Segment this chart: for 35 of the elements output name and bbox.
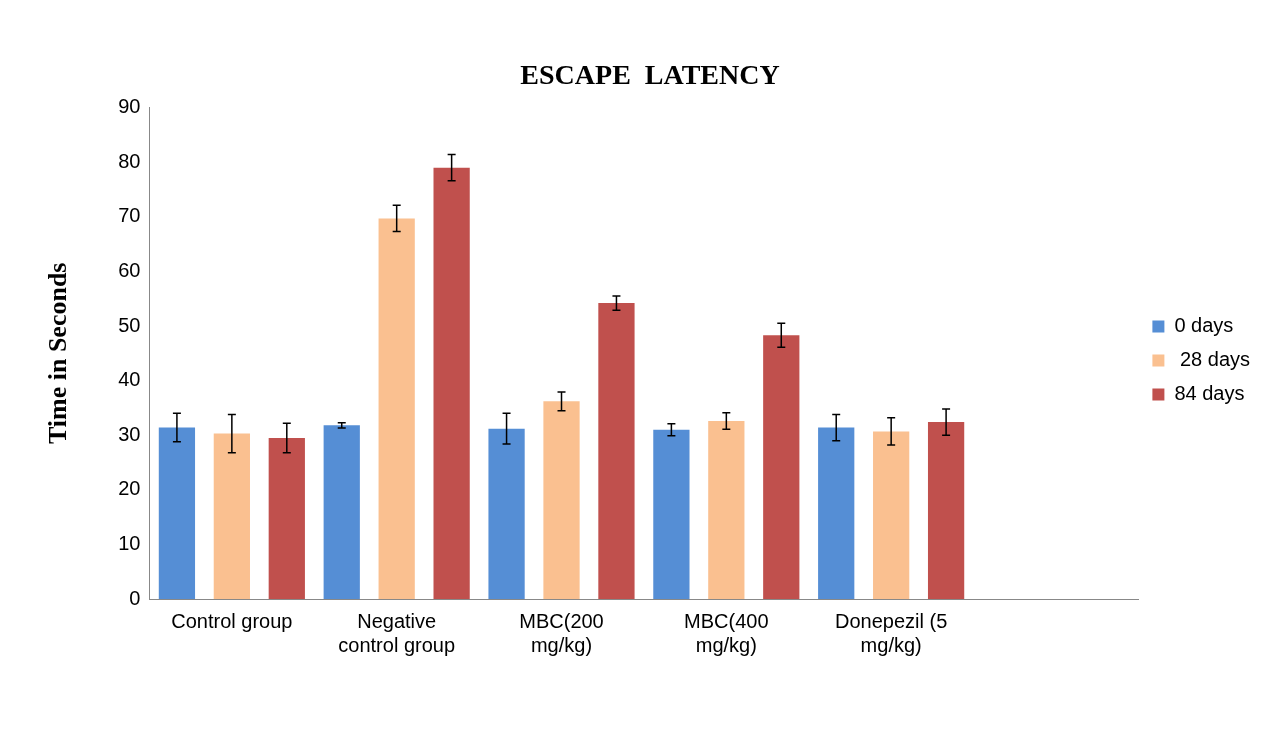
y-tick-label: 40 xyxy=(118,368,141,391)
bar xyxy=(708,421,745,599)
x-tick-label: MBC(400 mg/kg) xyxy=(684,609,769,656)
y-tick-label: 20 xyxy=(118,477,141,500)
legend-label: 28 days xyxy=(1174,348,1250,371)
y-tick-label: 60 xyxy=(118,258,141,281)
legend-label: 0 days xyxy=(1174,314,1234,337)
y-tick-label: 30 xyxy=(118,422,141,445)
bar xyxy=(653,429,690,599)
bar xyxy=(213,433,250,599)
y-axis-title: Time in Seconds xyxy=(43,262,73,445)
x-tick-label: MBC(200 mg/kg) xyxy=(519,609,604,656)
bar xyxy=(927,422,965,599)
x-tick-label: Negative control group xyxy=(338,609,456,656)
bar xyxy=(818,427,855,599)
bar xyxy=(543,401,580,599)
legend-label: 84 days xyxy=(1174,382,1245,405)
bar xyxy=(873,431,910,599)
y-tick-label: 0 xyxy=(129,586,141,609)
bar xyxy=(598,303,635,599)
bar xyxy=(763,335,800,599)
y-tick-label: 10 xyxy=(118,531,141,554)
x-tick-label: Control group xyxy=(171,609,293,632)
y-tick-label: 90 xyxy=(118,95,141,118)
bar xyxy=(268,437,305,599)
chart-title: ESCAPE LATENCY xyxy=(520,59,780,91)
bar xyxy=(158,427,196,599)
bar xyxy=(433,167,470,599)
bar xyxy=(378,218,415,599)
bar xyxy=(488,428,525,599)
x-tick-label: Donepezil (5 mg/kg) xyxy=(835,609,948,656)
y-tick-label: 80 xyxy=(118,149,141,172)
bar xyxy=(323,425,360,599)
y-tick-label: 70 xyxy=(118,204,141,227)
y-tick-label: 50 xyxy=(118,313,141,336)
